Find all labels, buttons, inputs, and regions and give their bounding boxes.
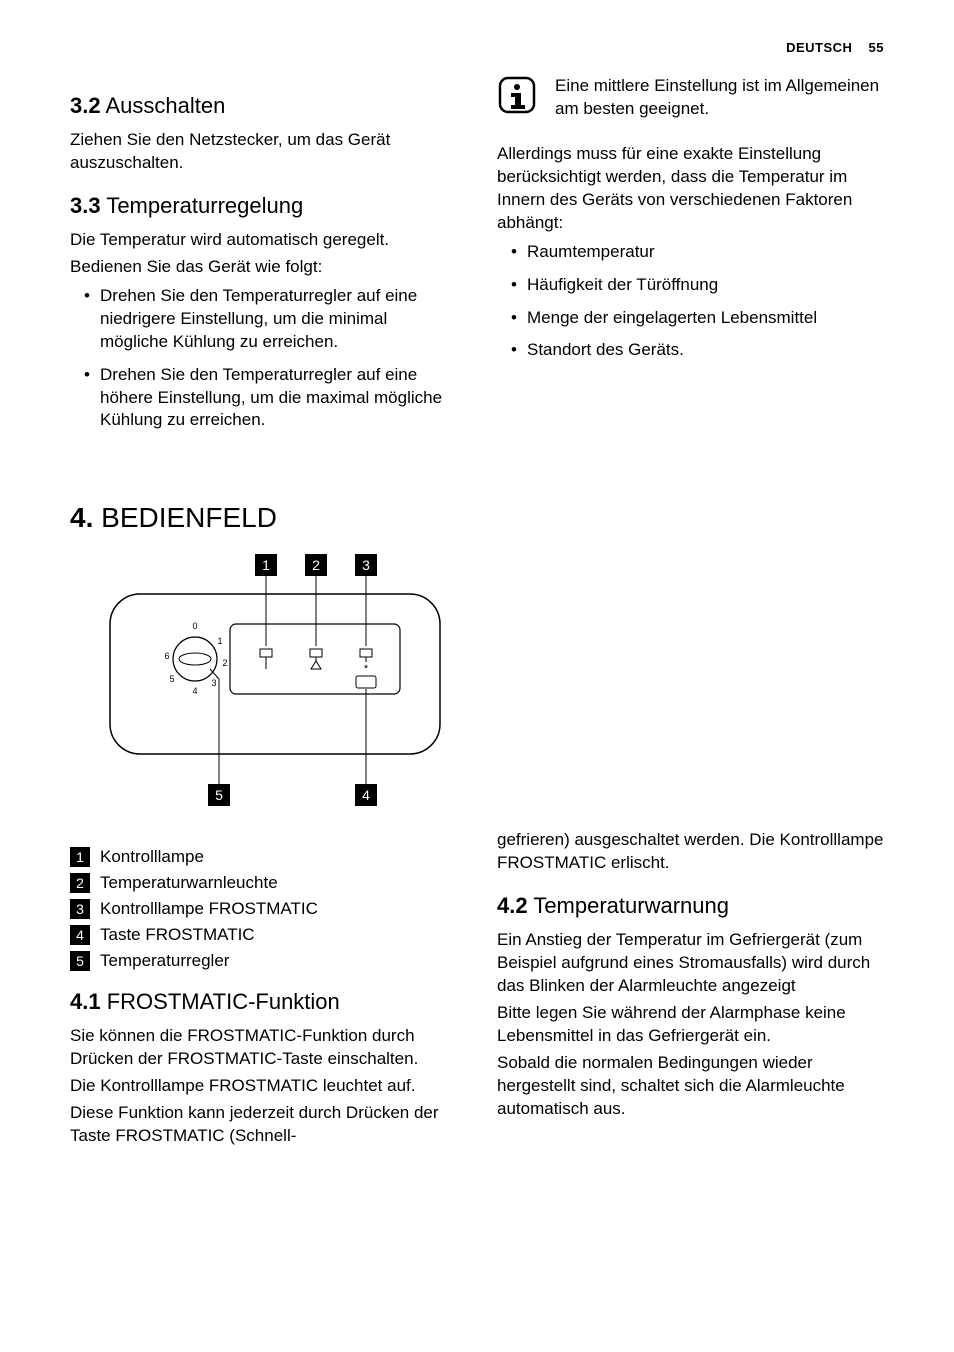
legend-row: 5 Temperaturregler <box>70 951 457 971</box>
text-4-2-p3: Sobald die normalen Bedingungen wieder h… <box>497 1052 884 1121</box>
legend-text: Kontrolllampe <box>100 847 204 867</box>
svg-text:1: 1 <box>217 636 222 646</box>
info-text: Eine mittlere Einstellung ist im Allgeme… <box>555 75 884 121</box>
svg-text:1: 1 <box>262 557 270 573</box>
legend-row: 2 Temperaturwarnleuchte <box>70 873 457 893</box>
right-column-lower: gefrieren) ausgeschaltet werden. Die Kon… <box>497 829 884 1152</box>
heading-4-1-num: 4.1 <box>70 989 101 1014</box>
heading-3-3: 3.3 Temperaturregelung <box>70 193 457 219</box>
list-item: Menge der eingelagerten Lebensmittel <box>511 307 884 330</box>
text-3-3-p1: Die Temperatur wird automatisch geregelt… <box>70 229 457 252</box>
left-column: 3.2 Ausschalten Ziehen Sie den Netzsteck… <box>70 75 457 442</box>
svg-text:*: * <box>364 663 369 675</box>
svg-text:0: 0 <box>192 621 197 631</box>
list-item: Standort des Geräts. <box>511 339 884 362</box>
text-4-2-p1: Ein Anstieg der Temperatur im Gefrierger… <box>497 929 884 998</box>
left-column-lower: 1 Kontrolllampe 2 Temperaturwarnleuchte … <box>70 829 457 1152</box>
legend-badge: 4 <box>70 925 90 945</box>
svg-text:5: 5 <box>169 674 174 684</box>
legend-row: 3 Kontrolllampe FROSTMATIC <box>70 899 457 919</box>
control-panel-diagram: 1 2 3 0 1 2 3 4 5 6 * 5 4 <box>100 554 884 819</box>
legend-badge: 2 <box>70 873 90 893</box>
text-4-1-cont: gefrieren) ausgeschaltet werden. Die Kon… <box>497 829 884 875</box>
legend-row: 4 Taste FROSTMATIC <box>70 925 457 945</box>
heading-4-2-title: Temperaturwarnung <box>533 893 729 918</box>
page-header: DEUTSCH 55 <box>70 40 884 55</box>
legend-text: Temperaturwarnleuchte <box>100 873 278 893</box>
heading-4-2-num: 4.2 <box>497 893 528 918</box>
heading-4: 4. BEDIENFELD <box>70 502 884 534</box>
info-callout: Eine mittlere Einstellung ist im Allgeme… <box>497 75 884 121</box>
list-item: Drehen Sie den Temperaturregler auf eine… <box>84 364 457 433</box>
legend-badge: 3 <box>70 899 90 919</box>
text-3-2-p1: Ziehen Sie den Netzstecker, um das Gerät… <box>70 129 457 175</box>
svg-text:2: 2 <box>312 557 320 573</box>
svg-text:5: 5 <box>215 787 223 803</box>
heading-3-2-num: 3.2 <box>70 93 101 118</box>
right-column: Eine mittlere Einstellung ist im Allgeme… <box>497 75 884 442</box>
text-4-1-p2: Die Kontrolllampe FROSTMATIC leuchtet au… <box>70 1075 457 1098</box>
header-page-number: 55 <box>869 40 884 55</box>
svg-text:3: 3 <box>211 678 216 688</box>
list-item: Raumtemperatur <box>511 241 884 264</box>
list-3-3: Drehen Sie den Temperaturregler auf eine… <box>70 285 457 433</box>
heading-4-num: 4. <box>70 502 93 533</box>
heading-4-title: BEDIENFELD <box>101 502 277 533</box>
list-item: Drehen Sie den Temperaturregler auf eine… <box>84 285 457 354</box>
legend: 1 Kontrolllampe 2 Temperaturwarnleuchte … <box>70 847 457 971</box>
legend-badge: 1 <box>70 847 90 867</box>
list-item: Häufigkeit der Türöffnung <box>511 274 884 297</box>
text-4-2-p2: Bitte legen Sie während der Alarmphase k… <box>497 1002 884 1048</box>
svg-text:2: 2 <box>222 658 227 668</box>
svg-text:4: 4 <box>192 686 197 696</box>
info-icon <box>497 75 537 120</box>
legend-badge: 5 <box>70 951 90 971</box>
text-4-1-p1: Sie können die FROSTMATIC-Funktion durch… <box>70 1025 457 1071</box>
legend-text: Kontrolllampe FROSTMATIC <box>100 899 318 919</box>
header-language: DEUTSCH <box>786 40 852 55</box>
legend-row: 1 Kontrolllampe <box>70 847 457 867</box>
svg-text:6: 6 <box>164 651 169 661</box>
svg-text:4: 4 <box>362 787 370 803</box>
text-4-1-p3: Diese Funktion kann jederzeit durch Drüc… <box>70 1102 457 1148</box>
text-3-3-p2: Bedienen Sie das Gerät wie folgt: <box>70 256 457 279</box>
heading-3-3-num: 3.3 <box>70 193 101 218</box>
heading-4-1-title: FROSTMATIC-Funktion <box>107 989 340 1014</box>
heading-3-2: 3.2 Ausschalten <box>70 93 457 119</box>
heading-4-2: 4.2 Temperaturwarnung <box>497 893 884 919</box>
legend-text: Taste FROSTMATIC <box>100 925 255 945</box>
heading-3-2-title: Ausschalten <box>106 93 226 118</box>
legend-text: Temperaturregler <box>100 951 229 971</box>
list-right: Raumtemperatur Häufigkeit der Türöffnung… <box>497 241 884 363</box>
svg-text:3: 3 <box>362 557 370 573</box>
heading-3-3-title: Temperaturregelung <box>106 193 303 218</box>
heading-4-1: 4.1 FROSTMATIC-Funktion <box>70 989 457 1015</box>
text-right-p1: Allerdings muss für eine exakte Einstell… <box>497 143 884 235</box>
